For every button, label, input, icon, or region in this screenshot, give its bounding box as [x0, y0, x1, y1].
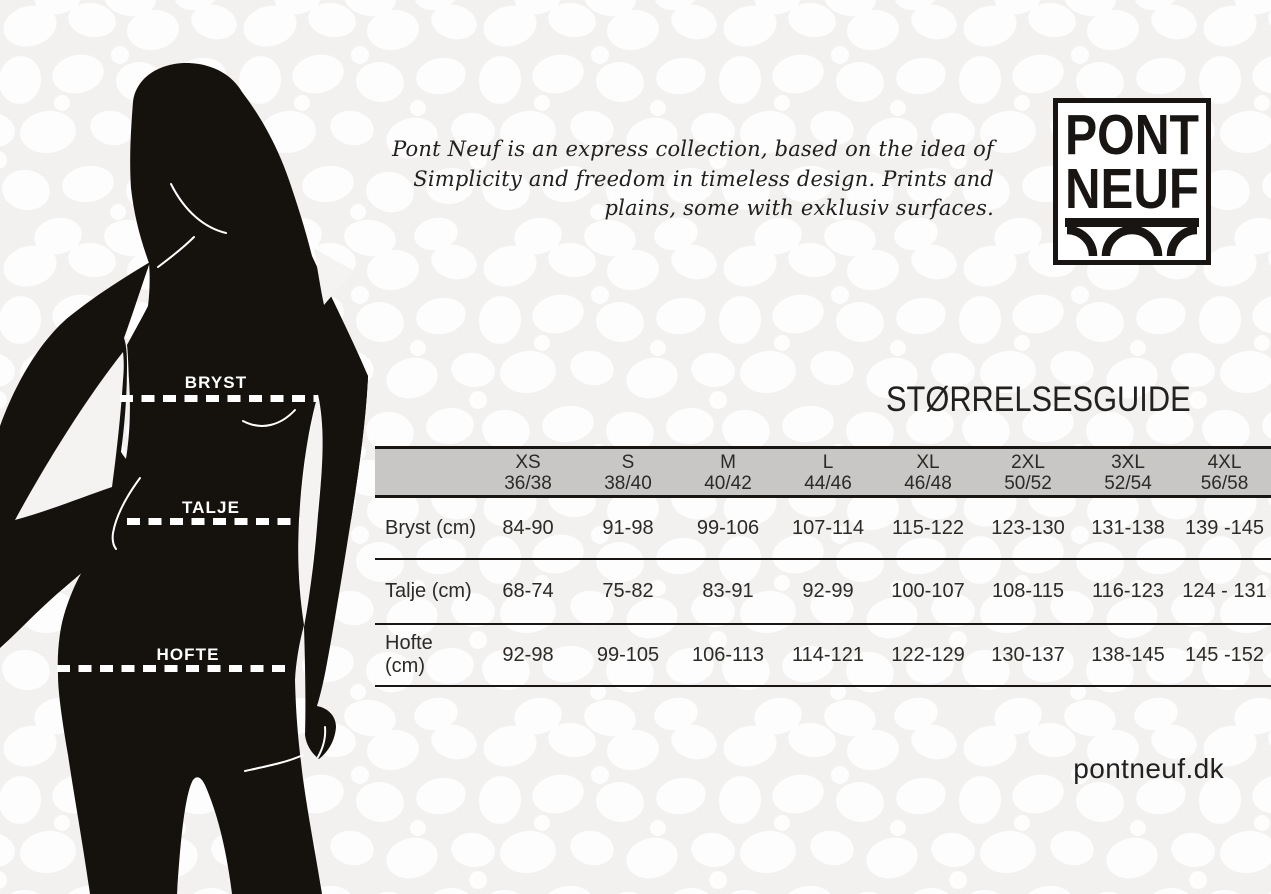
size-value-cell: 131-138: [1091, 516, 1165, 539]
eu-size-label: 56/58: [1200, 472, 1249, 494]
row-label: Bryst (cm): [385, 516, 477, 539]
size-label: 4XL: [1207, 451, 1242, 473]
logo-graphic: PONT NEUF: [1065, 103, 1199, 257]
size-value-cell: 124 - 131: [1182, 580, 1267, 602]
size-guide-title: STØRRELSESGUIDE: [886, 380, 1191, 419]
size-value-cell: 99-106: [696, 516, 760, 539]
eu-size-label: 40/42: [704, 472, 752, 494]
table-row: Bryst (cm) 84-90 91-98 99-106 107-114 115-122…: [375, 498, 1271, 560]
intro-line: plains, some with exklusiv surfaces.: [604, 196, 994, 220]
silhouette-body: [57, 62, 368, 894]
size-table: XS 36/38 S 38/40 M 40/42 L 44/46 XL 46/48 2XL 50/52…: [375, 446, 1271, 687]
table-row: Hofte (cm) 92-98 99-105 106-113 114-121 122-1…: [375, 625, 1271, 687]
bust-label: BRYST: [185, 373, 248, 392]
size-value-cell: 114-121: [792, 643, 864, 666]
size-value-cell: 145 -152: [1185, 643, 1264, 666]
corner-cell: [375, 472, 478, 473]
eu-size-label: 52/54: [1104, 472, 1152, 494]
size-label: S: [621, 451, 635, 473]
size-value-cell: 108-115: [992, 580, 1064, 602]
size-column-header: 3XL 52/54: [1078, 451, 1178, 494]
size-value-cell: 107-114: [792, 516, 864, 539]
right-hand-finger-line: [317, 726, 327, 758]
size-value-cell: 92-99: [802, 580, 854, 602]
size-value-cell: 122-129: [891, 643, 965, 666]
logo-bridge-icon: [1066, 225, 1198, 257]
row-label: Talje (cm): [385, 580, 472, 602]
size-value-cell: 83-91: [702, 580, 754, 602]
size-value-cell: 84-90: [502, 516, 554, 539]
size-label: L: [822, 451, 834, 473]
table-row: Talje (cm) 68-74 75-82 83-91 92-99 100-107 108…: [375, 560, 1271, 625]
size-value-cell: 75-82: [602, 580, 654, 602]
website-link[interactable]: pontneuf.dk: [1073, 753, 1224, 784]
intro-text: Pont Neuf is an express collection, base…: [354, 135, 994, 224]
size-label: 2XL: [1011, 451, 1045, 473]
size-table-body: Bryst (cm) 84-90 91-98 99-106 107-114 115-122…: [375, 498, 1271, 687]
silhouette-right-arm: [304, 330, 368, 759]
woman-silhouette: BRYST TALJE HOFTE: [0, 62, 368, 894]
waist-label: TALJE: [182, 498, 240, 517]
size-column-header: 4XL 56/58: [1178, 451, 1271, 494]
size-label: M: [720, 451, 736, 473]
logo-word-pont: PONT: [1065, 103, 1199, 167]
size-column-header: XL 46/48: [878, 451, 978, 494]
arm-torso-gap: [299, 397, 323, 622]
logo-word-neuf: NEUF: [1065, 157, 1199, 221]
intro-line: Pont Neuf is an express collection, base…: [392, 137, 994, 161]
eu-size-label: 46/48: [904, 472, 952, 494]
size-value-cell: 115-122: [892, 516, 964, 539]
size-value-cell: 116-123: [1092, 580, 1164, 602]
logo-bar-icon: [1065, 218, 1199, 227]
size-column-header: 2XL 50/52: [978, 451, 1078, 494]
size-label: XS: [515, 451, 541, 473]
size-value-cell: 92-98: [502, 643, 554, 666]
size-column-header: M 40/42: [678, 451, 778, 494]
size-value-cell: 91-98: [602, 516, 654, 539]
size-table-header: XS 36/38 S 38/40 M 40/42 L 44/46 XL 46/48 2XL 50/52…: [375, 446, 1271, 498]
armpit-gap: [15, 352, 124, 520]
row-label: Hofte (cm): [385, 632, 433, 677]
eu-size-label: 38/40: [604, 472, 652, 494]
size-column-header: XS 36/38: [478, 451, 578, 494]
size-label: XL: [916, 451, 940, 473]
size-label: 3XL: [1111, 451, 1145, 473]
size-value-cell: 138-145: [1091, 643, 1165, 666]
size-column-header: S 38/40: [578, 451, 678, 494]
size-value-cell: 68-74: [502, 580, 554, 602]
neck-line: [157, 236, 195, 268]
hair-shoulder-gap: [314, 248, 355, 305]
size-value-cell: 106-113: [692, 643, 764, 666]
intro-line: Simplicity and freedom in timeless desig…: [413, 166, 994, 191]
eu-size-label: 36/38: [504, 472, 552, 494]
size-value-cell: 139 -145: [1185, 516, 1264, 539]
hem-line: [244, 754, 304, 772]
hip-label: HOFTE: [156, 645, 219, 664]
hand-finger-line: [111, 477, 141, 550]
size-value-cell: 99-105: [596, 643, 660, 666]
brand-logo: PONT NEUF: [1053, 98, 1211, 265]
bust-line-detail: [242, 409, 296, 427]
size-value-cell: 100-107: [891, 580, 965, 602]
size-value-cell: 123-130: [991, 516, 1065, 539]
eu-size-label: 44/46: [804, 472, 852, 494]
jaw-line: [170, 183, 227, 234]
size-value-cell: 130-137: [991, 643, 1065, 666]
size-column-header: L 44/46: [778, 451, 878, 494]
eu-size-label: 50/52: [1004, 472, 1052, 494]
